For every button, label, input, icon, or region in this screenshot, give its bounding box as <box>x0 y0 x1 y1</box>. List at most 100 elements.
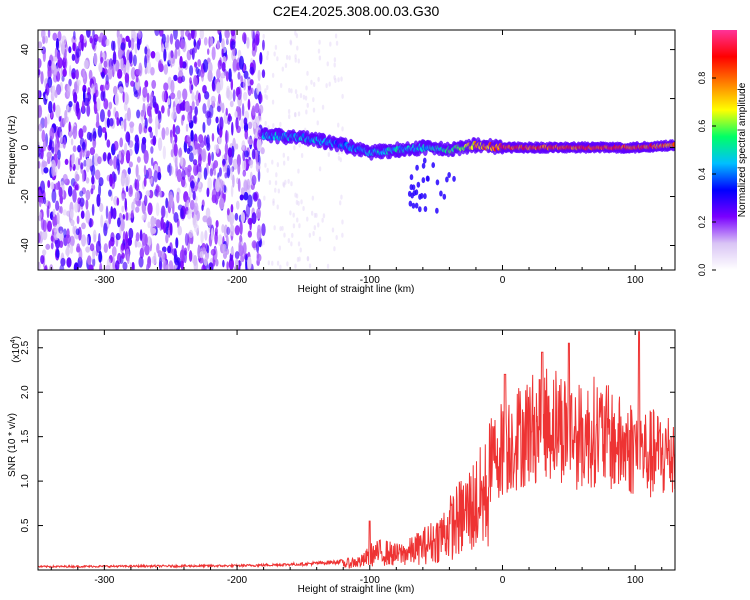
spectrogram-noise-cell <box>277 188 281 194</box>
spectrogram-noise-cell <box>117 36 121 51</box>
spectrogram-noise-cell <box>75 183 80 191</box>
spectrogram-noise-cell <box>165 197 169 209</box>
spectrogram-noise-cell <box>163 222 167 234</box>
spectrogram-noise-cell <box>232 89 236 102</box>
spectrogram-ridge-cell <box>412 190 417 197</box>
spectrogram-ridge-cell <box>411 184 416 191</box>
spectrogram-noise-cell <box>318 236 322 242</box>
spectrogram-noise-cell <box>40 71 44 85</box>
spectrogram-noise-cell <box>144 244 150 256</box>
spectrogram-noise-cell <box>188 145 193 152</box>
spectrogram-noise-cell <box>180 259 184 270</box>
spectrogram-noise-cell <box>287 178 290 184</box>
spectrogram-noise-cell <box>145 190 151 197</box>
spectrogram-noise-cell <box>230 204 234 213</box>
y-tick-label: 1.5 <box>20 429 31 443</box>
spectrogram-noise-cell <box>90 188 94 195</box>
spectrogram-noise-cell <box>317 48 321 54</box>
spectrogram-noise-cell <box>161 43 165 53</box>
spectrogram-noise-cell <box>150 66 155 76</box>
spectrogram-noise-cell <box>264 88 267 94</box>
spectrogram-noise-cell <box>282 160 286 166</box>
spectrogram-noise-cell <box>282 182 286 188</box>
spectrogram-noise-cell <box>297 168 300 174</box>
spectrogram-noise-cell <box>97 125 103 138</box>
spectrogram-noise-cell <box>201 204 204 212</box>
spectrogram-noise-cell <box>57 149 61 160</box>
spectrogram-noise-cell <box>150 146 154 154</box>
spectrogram-noise-cell <box>328 81 331 87</box>
spectrogram-noise-cell <box>116 197 120 206</box>
snr-x-axis: -300 -200 -100 0 100 <box>50 330 663 586</box>
spectrogram-noise-cell <box>294 57 297 63</box>
spectrogram-noise-cell <box>52 208 56 217</box>
spectrogram-noise-cell <box>56 212 60 225</box>
spectrogram-noise-cell <box>224 172 228 179</box>
spectrogram-noise-cell <box>329 41 332 47</box>
spectrogram-noise-cell <box>181 169 186 181</box>
spectrogram-noise-cell <box>103 60 108 69</box>
spectrogram-noise-cell <box>217 59 222 70</box>
spectrogram-noise-cell <box>306 256 310 262</box>
spectrogram-ridge-cell <box>423 193 427 200</box>
spectrogram-noise-cell <box>142 86 148 98</box>
spectrogram-noise-cell <box>153 251 157 264</box>
spectrogram-noise-cell <box>72 145 77 153</box>
spectrogram-noise-cell <box>191 47 195 60</box>
spectrogram-noise-cell <box>273 225 276 231</box>
spectrogram-noise-cell <box>141 214 146 221</box>
spectrogram-noise-cell <box>40 254 45 265</box>
spectrogram-noise-cell <box>222 243 227 254</box>
spectrogram-noise-cell <box>126 60 130 74</box>
spectrogram-noise-cell <box>286 156 290 162</box>
spectrogram-noise-cell <box>64 158 69 166</box>
spectrogram-noise-cell <box>317 222 320 228</box>
spectrogram-noise-cell <box>312 81 316 87</box>
spectrogram-noise-cell <box>210 227 214 241</box>
spectrogram-noise-cell <box>271 72 275 78</box>
spectrogram-noise-cell <box>125 185 129 193</box>
spectrogram-noise-cell <box>41 129 46 143</box>
spectrogram-noise-cell <box>59 230 64 243</box>
spectrogram-noise-cell <box>174 258 179 266</box>
spectrogram-noise-cell <box>143 149 149 164</box>
spectrogram-noise-cell <box>243 70 249 80</box>
spectrogram-noise-cell <box>154 51 161 62</box>
colorbar-tick-label: 0.0 <box>697 264 707 277</box>
spectrogram-noise-cell <box>141 242 145 254</box>
spectrogram-noise-cell <box>181 75 186 83</box>
spectrogram-noise-cell <box>100 56 104 64</box>
spectrogram-noise-cell <box>197 59 202 68</box>
spectrogram-noise-cell <box>104 131 108 141</box>
spectrogram-noise-cell <box>112 50 117 65</box>
spectrogram-noise-cell <box>211 132 215 142</box>
spectrogram-noise-cell <box>264 120 267 126</box>
spectrogram-noise-cell <box>283 232 286 238</box>
spectrogram-noise-cell <box>55 104 61 118</box>
spectrogram-noise-cell <box>117 47 123 60</box>
spectrogram-noise-cell <box>73 81 78 92</box>
spectrogram-noise-cell <box>230 185 234 198</box>
spectrogram-noise-cell <box>87 255 92 266</box>
spectrogram-noise-cell <box>98 64 103 73</box>
spectrogram-noise-cell <box>51 189 57 204</box>
spectrogram-noise-cell <box>172 106 177 120</box>
spectrogram-noise-cell <box>99 262 103 270</box>
spectrogram-noise-cell <box>189 180 195 189</box>
spectrogram-noise-cell <box>136 109 141 119</box>
spectrogram-noise-cell <box>174 48 178 60</box>
spectrogram-noise-cell <box>203 135 207 146</box>
spectrogram-noise-cell <box>325 83 328 89</box>
spectrogram-noise-cell <box>207 152 211 167</box>
spectrogram-noise-cell <box>92 137 97 149</box>
spectrogram-noise-cell <box>62 209 67 216</box>
spectrogram-noise-cell <box>91 154 95 168</box>
spectrogram-ridge-cell <box>447 171 451 178</box>
spectrogram-noise-cell <box>69 235 75 247</box>
spectrogram-noise-cell <box>59 131 63 143</box>
spectrogram-noise-cell <box>91 83 95 96</box>
spectrogram-noise-cell <box>106 117 111 128</box>
spectrogram-ridge-cell <box>423 205 428 212</box>
spectrogram-noise-cell <box>55 38 59 51</box>
spectrogram-noise-cell <box>254 103 260 114</box>
